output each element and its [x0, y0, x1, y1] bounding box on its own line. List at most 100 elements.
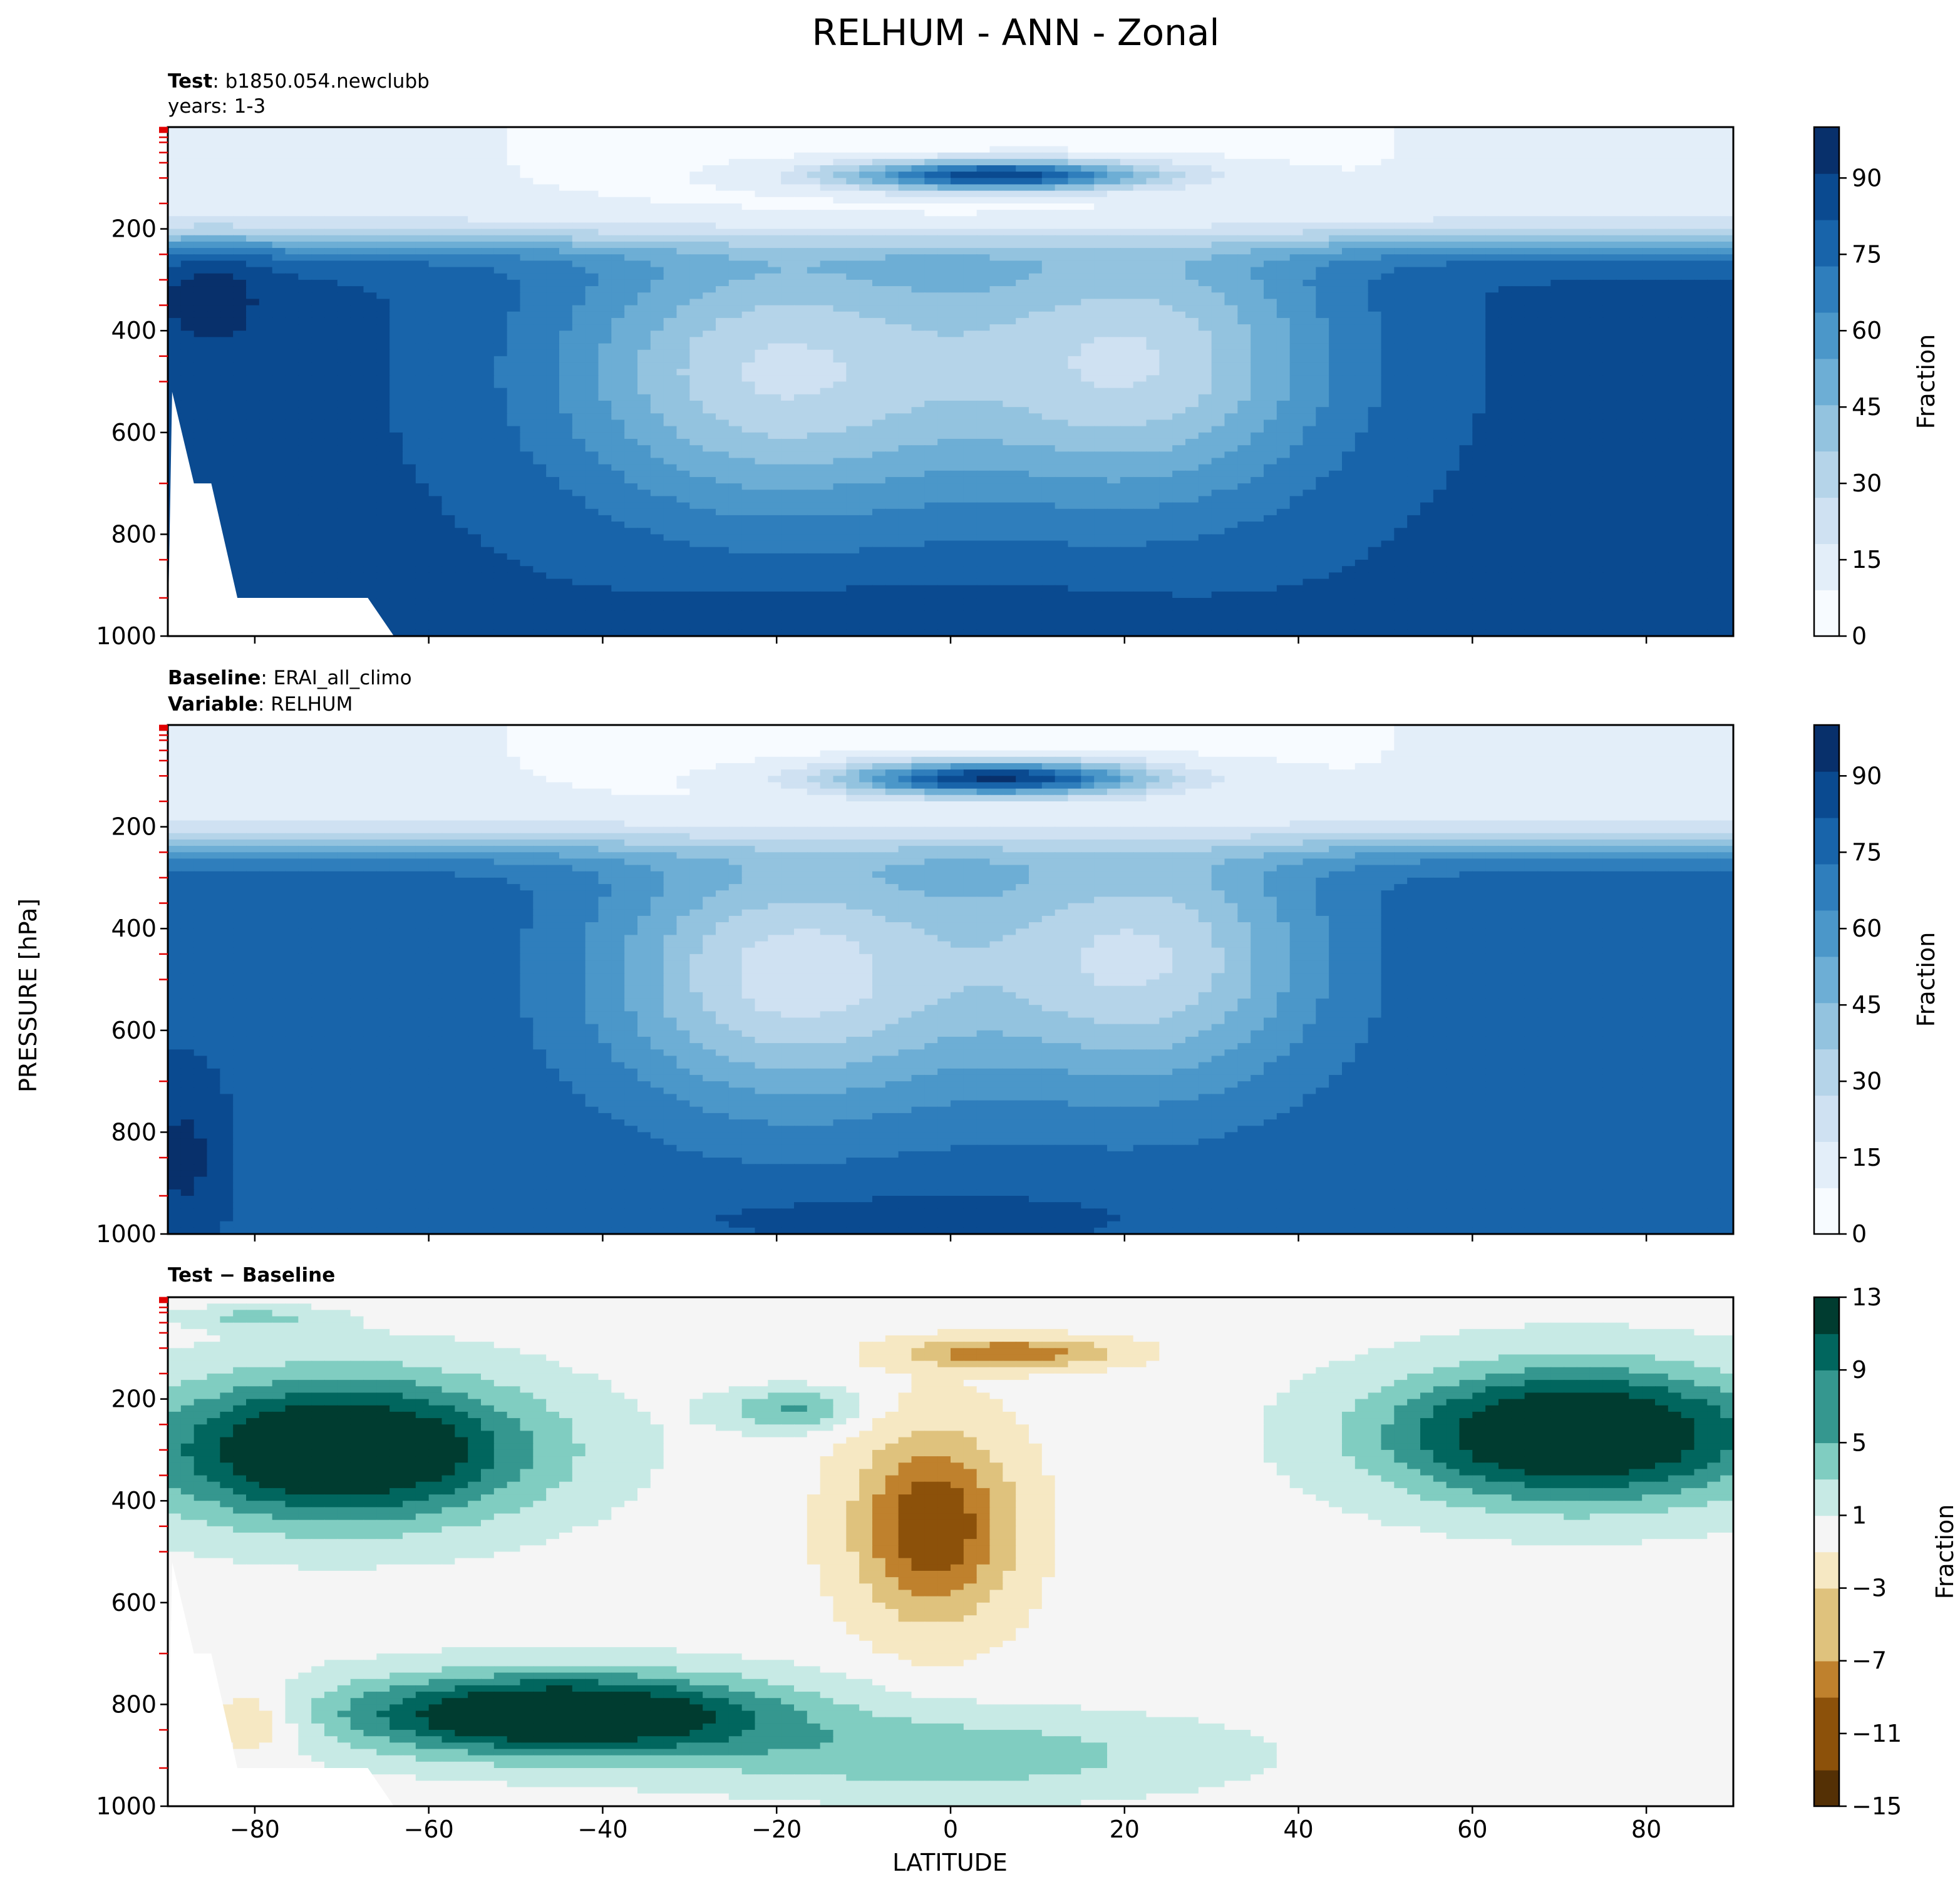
contour-cell: [1368, 254, 1382, 262]
contour-cell: [1616, 165, 1630, 173]
contour-cell: [1107, 299, 1121, 306]
contour-cell: [1289, 190, 1304, 198]
contour-cell: [1302, 184, 1317, 192]
contour-cell: [1198, 349, 1212, 357]
contour-cell: [1498, 158, 1512, 166]
contour-cell: [337, 248, 351, 255]
contour-cell: [1211, 229, 1225, 236]
contour-cell: [1041, 267, 1056, 274]
contour-cell: [1316, 260, 1330, 268]
contour-cell: [1068, 127, 1082, 135]
contour-cell: [611, 178, 626, 185]
contour-cell: [1602, 356, 1617, 363]
contour-cell: [1564, 356, 1577, 363]
contour-cell: [1655, 241, 1669, 249]
contour-cell: [1694, 152, 1708, 160]
contour-cell: [272, 299, 286, 306]
contour-cell: [533, 292, 547, 300]
contour-cell: [389, 388, 403, 395]
contour-cell: [1276, 248, 1291, 255]
contour-cell: [1251, 222, 1264, 230]
contour-cell: [885, 190, 899, 198]
contour-cell: [376, 273, 391, 280]
contour-cell: [1485, 356, 1499, 363]
contour-cell: [663, 127, 678, 135]
contour-cell: [1107, 317, 1121, 325]
contour-cell: [180, 222, 195, 230]
contour-cell: [1472, 331, 1487, 338]
contour-cell: [911, 267, 926, 274]
contour-cell: [1459, 279, 1473, 287]
contour-cell: [415, 267, 430, 274]
contour-cell: [403, 267, 416, 274]
contour-cell: [455, 273, 469, 280]
contour-cell: [768, 260, 782, 268]
contour-cell: [611, 337, 626, 344]
contour-cell: [598, 190, 612, 198]
contour-cell: [1564, 299, 1577, 306]
contour-cell: [1264, 317, 1277, 325]
contour-cell: [1224, 331, 1239, 338]
contour-cell: [585, 190, 599, 198]
contour-cell: [794, 375, 808, 383]
contour-cell: [1668, 311, 1682, 319]
contour-cell: [1029, 311, 1043, 319]
contour-cell: [1302, 172, 1317, 179]
contour-cell: [220, 311, 234, 319]
contour-cell: [1276, 241, 1291, 249]
contour-cell: [1681, 267, 1695, 274]
contour-cell: [1276, 362, 1291, 370]
contour-cell: [1720, 210, 1733, 217]
contour-cell: [481, 248, 495, 255]
contour-cell: [193, 222, 208, 230]
contour-cell: [1016, 203, 1029, 211]
contour-cell: [1094, 381, 1108, 389]
contour-cell: [833, 152, 847, 160]
contour-cell: [676, 254, 691, 262]
contour-cell: [951, 273, 964, 280]
contour-cell: [1251, 311, 1264, 319]
contour-cell: [1159, 133, 1173, 141]
contour-cell: [441, 305, 456, 312]
contour-cell: [493, 152, 508, 160]
contour-cell: [716, 292, 730, 300]
contour-cell: [272, 229, 286, 236]
contour-cell: [493, 311, 508, 319]
contour-cell: [1446, 222, 1460, 230]
contour-cell: [1172, 190, 1186, 198]
contour-cell: [1629, 369, 1643, 376]
contour-cell: [533, 381, 547, 389]
contour-cell: [1472, 248, 1487, 255]
contour-cell: [1577, 222, 1591, 230]
contour-cell: [533, 158, 547, 166]
contour-cell: [403, 222, 416, 230]
contour-cell: [1251, 337, 1264, 344]
contour-cell: [585, 158, 599, 166]
contour-cell: [481, 362, 495, 370]
contour-cell: [924, 311, 939, 319]
contour-cell: [1251, 146, 1264, 153]
contour-cell: [1629, 133, 1643, 141]
contour-cell: [1381, 229, 1395, 236]
contour-cell: [728, 324, 743, 332]
contour-cell: [415, 324, 430, 332]
contour-cell: [376, 362, 391, 370]
contour-cell: [350, 140, 364, 147]
contour-cell: [546, 356, 560, 363]
contour-cell: [1289, 317, 1304, 325]
contour-cell: [833, 229, 847, 236]
contour-cell: [989, 229, 1004, 236]
contour-cell: [350, 222, 364, 230]
contour-cell: [520, 190, 534, 198]
contour-cell: [1159, 178, 1173, 185]
contour-cell: [911, 362, 926, 370]
contour-cell: [755, 286, 769, 294]
contour-cell: [768, 381, 782, 389]
contour-cell: [1550, 178, 1565, 185]
contour-cell: [1146, 292, 1160, 300]
contour-cell: [820, 152, 834, 160]
contour-cell: [428, 254, 443, 262]
contour-cell: [207, 152, 221, 160]
contour-cell: [233, 222, 247, 230]
contour-cell: [1354, 324, 1369, 332]
